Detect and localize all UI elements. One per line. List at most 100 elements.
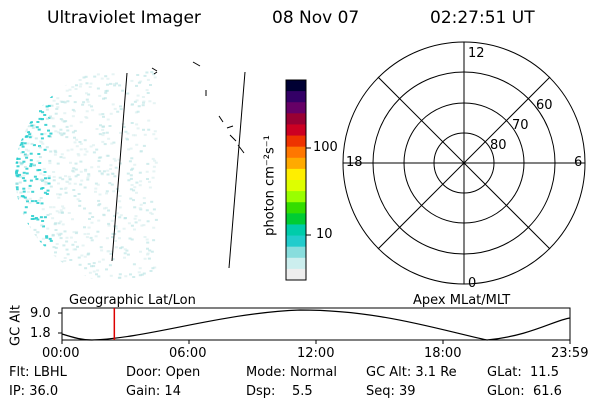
uv-pixel (133, 206, 137, 209)
uv-pixel (130, 224, 134, 227)
uv-pixel (106, 154, 110, 157)
uv-pixel (75, 84, 78, 87)
uv-pixel (40, 103, 44, 106)
uv-pixel (76, 173, 80, 176)
uv-pixel (146, 247, 149, 250)
uv-pixel (25, 234, 29, 237)
uv-pixel (36, 83, 40, 86)
uv-pixel (15, 97, 18, 100)
uv-pixel (61, 205, 65, 208)
uv-pixel (65, 248, 69, 251)
uv-pixel (117, 230, 121, 233)
uv-pixel (35, 126, 39, 129)
colorbar-cells (286, 80, 306, 281)
colorbar-cell (286, 124, 306, 137)
uv-pixel (22, 232, 25, 235)
colorbar-tick-label-100: 100 (313, 140, 338, 155)
uv-pixel (27, 261, 31, 264)
uv-pixel (30, 95, 34, 98)
uv-pixel (15, 226, 19, 229)
uv-pixel (51, 217, 55, 220)
uv-pixel (81, 244, 85, 247)
colorbar-label: photon cm⁻²s⁻¹ (262, 135, 278, 236)
uv-pixel (74, 175, 78, 178)
mlt-label-12: 12 (468, 46, 485, 61)
footer-dsp: Dsp: 5.5 (246, 384, 313, 399)
uv-pixel (42, 86, 46, 89)
uv-pixel (68, 95, 72, 97)
uv-pixel (75, 230, 79, 233)
uv-pixel (75, 145, 79, 148)
uv-pixel (132, 189, 136, 192)
uv-pixel (21, 177, 25, 180)
uv-pixel (74, 168, 78, 171)
uv-pixel (38, 146, 42, 149)
uv-pixel (43, 216, 47, 219)
uv-pixel (31, 126, 35, 129)
uv-pixel (49, 239, 53, 242)
uv-pixel (141, 96, 145, 98)
uv-pixel (56, 193, 59, 196)
uv-pixel (54, 130, 58, 133)
uv-pixel (24, 235, 28, 238)
uv-pixel (119, 214, 123, 217)
uv-pixel (100, 172, 104, 175)
uv-pixel (65, 89, 69, 92)
uv-pixel (72, 189, 76, 191)
uv-pixel (133, 217, 137, 220)
uv-pixel (83, 233, 87, 236)
uv-pixel (150, 71, 154, 74)
uv-pixel (19, 123, 23, 126)
uv-pixel (29, 165, 33, 168)
uv-pixel (132, 263, 136, 266)
uv-pixel (33, 228, 37, 231)
uv-pixel (57, 196, 61, 199)
uv-pixel (19, 103, 22, 106)
uv-pixel (25, 198, 29, 201)
uv-pixel (16, 255, 20, 257)
uv-pixel (68, 178, 72, 181)
uv-pixel (58, 193, 62, 196)
uv-pixel (45, 105, 49, 108)
uv-pixel (116, 110, 120, 113)
gc-alt-axis-label: GC Alt (8, 305, 24, 346)
uv-pixel (143, 257, 147, 260)
uv-pixel (23, 154, 27, 157)
uv-pixel (94, 190, 97, 193)
uv-pixel (47, 175, 51, 178)
uv-pixel (83, 186, 87, 189)
uv-pixel (20, 73, 23, 76)
uv-pixel (136, 74, 140, 76)
uv-pixel (19, 163, 23, 166)
uv-pixel (16, 123, 20, 126)
uv-pixel (138, 267, 142, 270)
uv-pixel (15, 182, 19, 185)
uv-pixel (101, 134, 105, 137)
uv-pixel (22, 72, 26, 75)
uv-pixel (118, 84, 122, 87)
uv-pixel (23, 70, 26, 73)
uv-pixel (25, 244, 28, 247)
uv-pixel (98, 203, 102, 206)
uv-pixel (15, 234, 19, 237)
uv-pixel (95, 148, 99, 151)
uv-pixel (17, 114, 21, 117)
uv-pixel (84, 267, 88, 270)
x-tick-label-12: 12:00 (297, 346, 335, 361)
uv-pixel (82, 76, 86, 79)
uv-pixel (66, 180, 70, 183)
uv-pixel (149, 211, 153, 214)
uv-pixel (15, 251, 19, 253)
uv-pixel (97, 199, 101, 202)
uv-pixel (81, 278, 85, 281)
uv-pixel (17, 157, 21, 160)
uv-pixel (50, 104, 54, 107)
uv-pixel (18, 223, 22, 226)
uv-pixel (101, 125, 105, 128)
uv-pixel (107, 250, 111, 253)
uv-pixel (74, 162, 78, 165)
uv-pixel (95, 273, 98, 276)
uv-pixel (90, 239, 94, 242)
uv-pixel (146, 253, 149, 256)
uv-pixel (32, 217, 36, 220)
